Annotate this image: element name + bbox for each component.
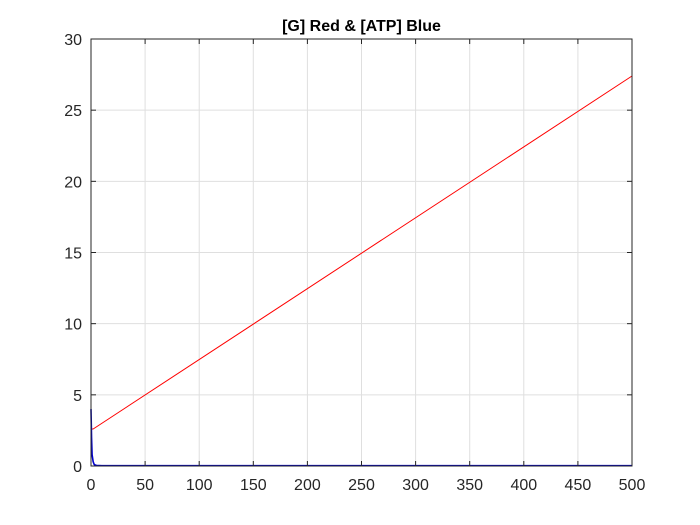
x-tick-label: 50 [136, 477, 154, 494]
y-tick-label: 25 [64, 103, 82, 120]
x-tick-label: 250 [348, 477, 375, 494]
x-tick-label: 100 [186, 477, 213, 494]
x-tick-label: 150 [240, 477, 267, 494]
y-tick-label: 5 [73, 388, 82, 405]
chart-title: [G] Red & [ATP] Blue [282, 18, 441, 35]
y-tick-label: 10 [64, 317, 82, 334]
y-tick-label: 30 [64, 32, 82, 49]
tick-labels: 0 50 100 150 200 250 300 350 400 450 500 0 5 10 15 20 25… [64, 32, 645, 494]
y-tick-label: 15 [64, 246, 82, 263]
x-tick-label: 400 [510, 477, 537, 494]
y-tick-label: 20 [64, 174, 82, 191]
x-tick-label: 500 [619, 477, 646, 494]
y-tick-label: 0 [73, 459, 82, 476]
x-tick-label: 0 [87, 477, 96, 494]
x-tick-label: 300 [402, 477, 429, 494]
x-tick-label: 450 [565, 477, 592, 494]
x-tick-label: 350 [456, 477, 483, 494]
ticks [90, 38, 633, 467]
x-tick-label: 200 [294, 477, 321, 494]
